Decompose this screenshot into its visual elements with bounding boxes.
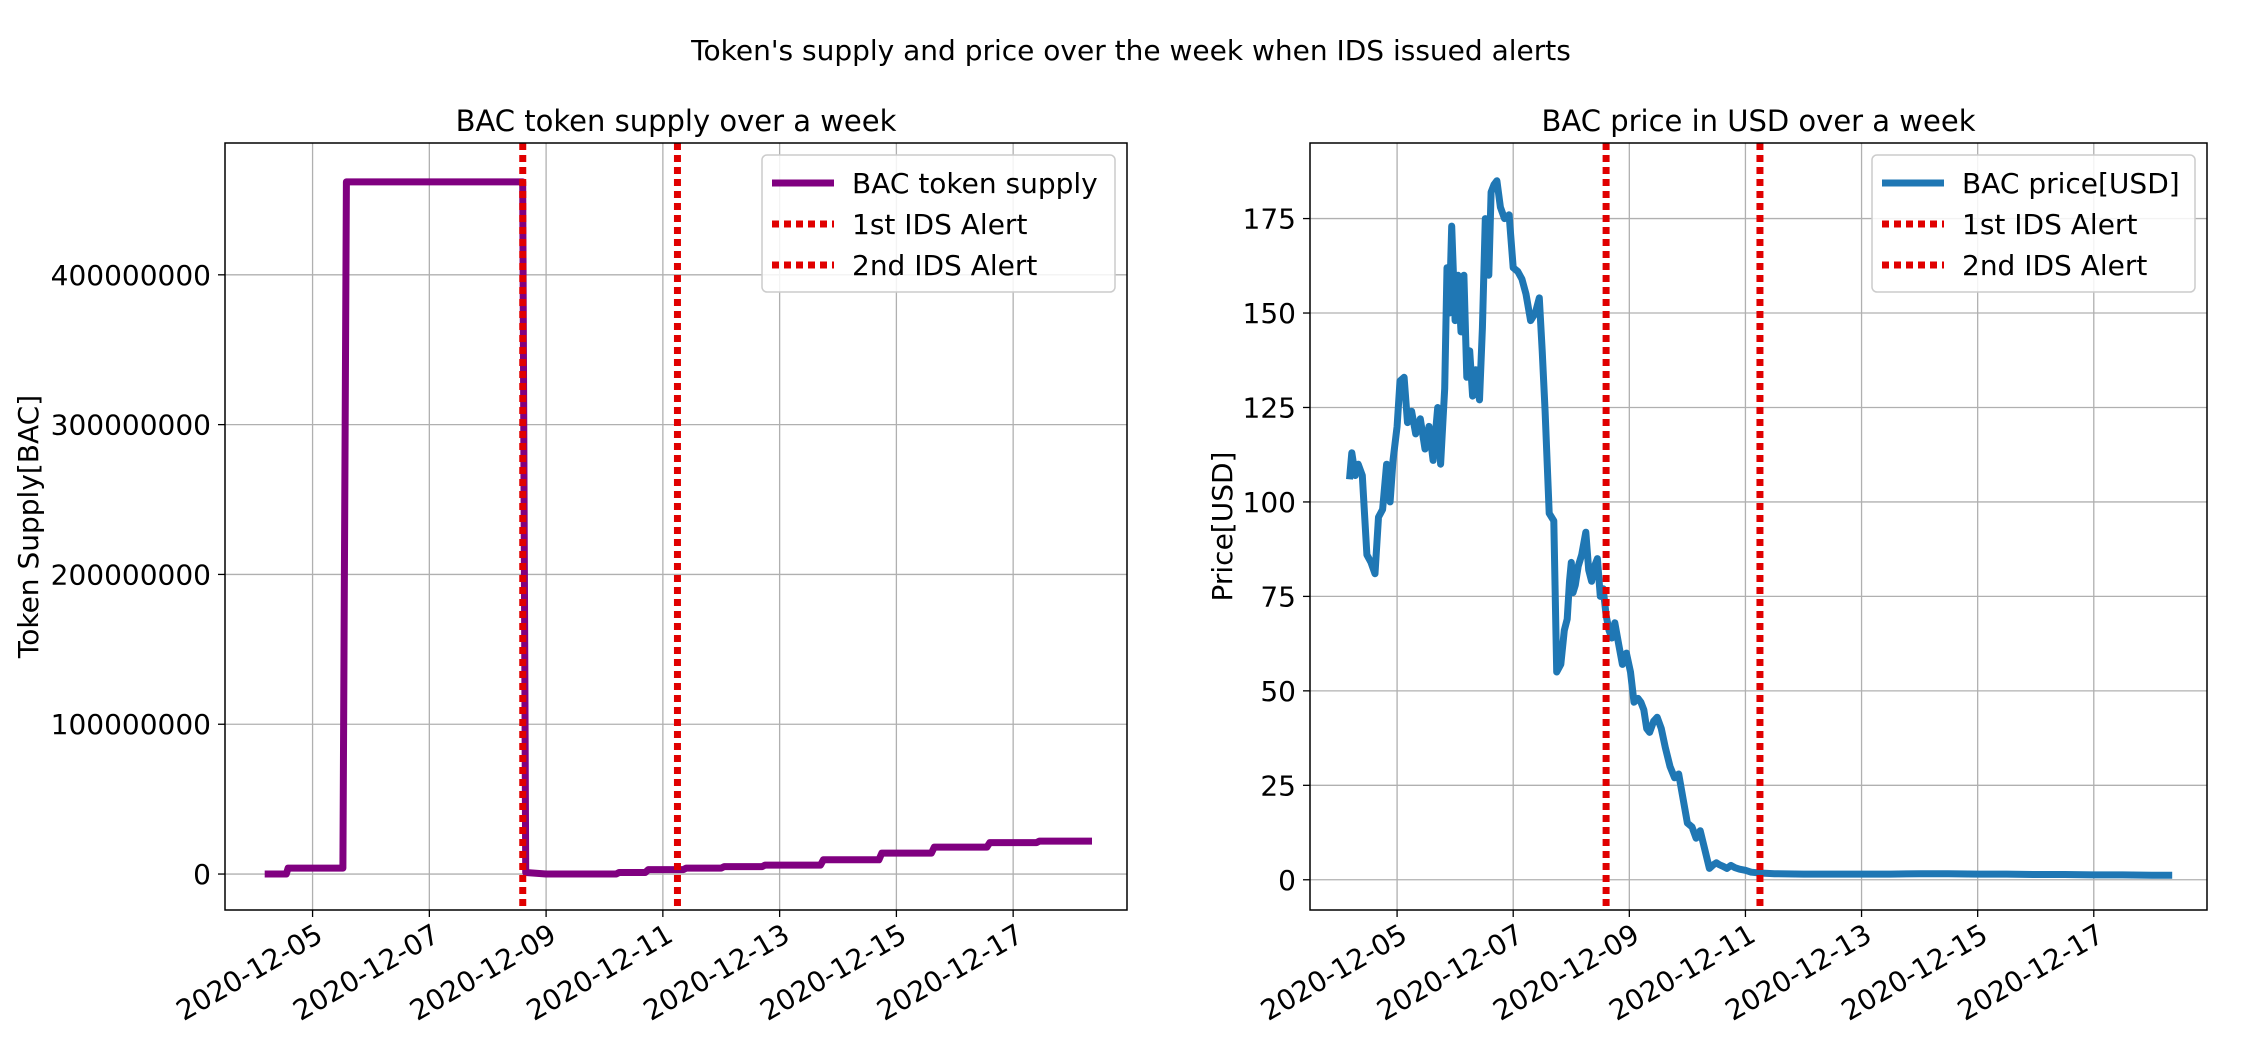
supply-chart-title: BAC token supply over a week xyxy=(456,104,897,138)
supply-y-tick-label: 0 xyxy=(193,858,211,891)
supply-series-line xyxy=(264,178,1092,878)
supply-axes-frame xyxy=(224,142,1128,911)
supply-y-tick-label: 200000000 xyxy=(51,558,211,591)
supply-legend-label: 1st IDS Alert xyxy=(852,208,1027,241)
supply-y-tick-label: 100000000 xyxy=(51,708,211,741)
price-chart-title: BAC price in USD over a week xyxy=(1542,104,1976,138)
supply-legend-box xyxy=(761,154,1116,293)
price-legend-box xyxy=(1871,154,2196,293)
supply-legend-label: BAC token supply xyxy=(852,167,1098,200)
price-y-axis-label: Price[USD] xyxy=(1206,452,1239,602)
price-y-tick-label: 25 xyxy=(1260,769,1296,802)
supply-y-tick-label: 300000000 xyxy=(51,409,211,442)
token-supply-chart: 2020-12-052020-12-072020-12-092020-12-11… xyxy=(12,104,1128,1027)
price-legend-label: BAC price[USD] xyxy=(1962,167,2180,200)
price-legend-label: 2nd IDS Alert xyxy=(1962,249,2147,282)
price-series-line xyxy=(1346,177,2173,879)
price-y-tick-label: 75 xyxy=(1260,580,1296,613)
price-chart: 2020-12-052020-12-072020-12-092020-12-11… xyxy=(1206,104,2208,1027)
price-legend-label: 1st IDS Alert xyxy=(1962,208,2137,241)
supply-y-axis-label: Token Supply[BAC] xyxy=(12,395,45,659)
price-y-tick-label: 0 xyxy=(1278,864,1296,897)
price-y-tick-label: 175 xyxy=(1243,203,1296,236)
price-y-tick-label: 50 xyxy=(1260,675,1296,708)
price-axes-frame xyxy=(1309,142,2208,911)
supply-y-tick-label: 400000000 xyxy=(51,259,211,292)
price-y-tick-label: 125 xyxy=(1243,391,1296,424)
supply-legend-label: 2nd IDS Alert xyxy=(852,249,1037,282)
figure-title: Token's supply and price over the week w… xyxy=(690,34,1571,67)
price-y-tick-label: 100 xyxy=(1243,486,1296,519)
price-y-tick-label: 150 xyxy=(1243,297,1296,330)
